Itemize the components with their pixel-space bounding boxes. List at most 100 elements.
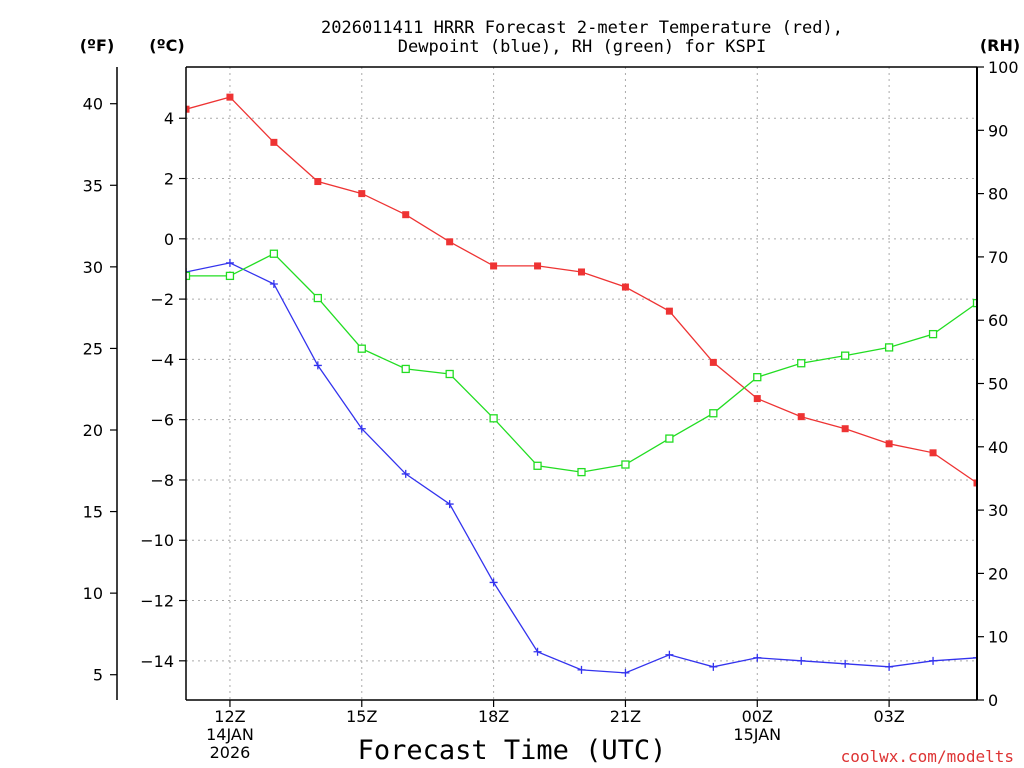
celsius-tick-label: −10 xyxy=(140,531,174,550)
fahrenheit-tick-label: 25 xyxy=(83,339,103,358)
fahrenheit-tick-label: 40 xyxy=(83,95,103,114)
x-tick-label: 15Z xyxy=(346,707,377,726)
series-temperature xyxy=(186,93,977,487)
temperature-point xyxy=(885,440,893,448)
dewpoint-point xyxy=(621,668,630,677)
temperature-point xyxy=(578,268,585,276)
x-tick-label: 00Z xyxy=(742,707,773,726)
rh-tick-label: 90 xyxy=(988,121,1008,140)
temperature-line xyxy=(186,96,977,484)
x-tick-label: 03Z xyxy=(873,707,904,726)
dewpoint-point xyxy=(885,662,894,671)
rh-point xyxy=(972,298,977,308)
celsius-unit-label: (ºC) xyxy=(149,36,184,55)
series-dewpoint xyxy=(186,258,977,677)
rh-point xyxy=(797,359,806,368)
rh-point xyxy=(665,434,674,443)
x-tick-label: 18Z xyxy=(478,707,509,726)
celsius-tick-label: 4 xyxy=(164,109,174,128)
dewpoint-point xyxy=(841,659,850,668)
rh-point xyxy=(269,249,279,258)
dewpoint-point xyxy=(357,424,366,433)
celsius-tick-label: 2 xyxy=(164,170,174,189)
x-tick-label: 21Z xyxy=(610,707,641,726)
rh-unit-label: (RH) xyxy=(980,36,1020,55)
fahrenheit-tick-label: 30 xyxy=(83,258,103,277)
rh-point xyxy=(621,460,630,469)
celsius-tick-label: −6 xyxy=(150,411,174,430)
rh-tick-label: 10 xyxy=(988,628,1008,647)
x-tick-label: 15JAN xyxy=(733,725,781,744)
celsius-tick-label: 0 xyxy=(164,230,174,249)
x-axis-label: Forecast Time (UTC) xyxy=(358,735,667,766)
dewpoint-point xyxy=(577,665,586,674)
rh-tick-label: 0 xyxy=(988,691,998,710)
rh-point xyxy=(401,364,410,374)
fahrenheit-tick-label: 15 xyxy=(83,503,103,522)
temperature-point xyxy=(314,178,322,186)
temperature-point xyxy=(841,425,849,433)
rh-line xyxy=(186,252,977,473)
rh-point xyxy=(186,271,191,281)
chart-title: 2026011411 HRRR Forecast 2-meter Tempera… xyxy=(321,18,843,38)
temperature-point xyxy=(490,262,498,270)
dewpoint-point xyxy=(665,650,674,659)
rh-tick-label: 70 xyxy=(988,248,1008,267)
rh-point xyxy=(533,461,542,470)
temperature-point xyxy=(665,307,673,315)
temperature-point xyxy=(358,190,366,198)
x-tick-label: 14JAN xyxy=(206,725,254,744)
gridlines xyxy=(186,67,977,700)
dewpoint-point xyxy=(797,656,806,665)
dewpoint-point xyxy=(489,578,498,587)
fahrenheit-tick-label: 10 xyxy=(83,584,103,603)
temperature-point xyxy=(446,238,454,246)
rh-point xyxy=(577,467,586,477)
fahrenheit-tick-label: 20 xyxy=(83,421,103,440)
axes xyxy=(110,66,984,707)
rh-tick-label: 60 xyxy=(988,311,1008,330)
temperature-point xyxy=(402,211,410,219)
fahrenheit-tick-label: 5 xyxy=(93,666,103,685)
dewpoint-point xyxy=(313,361,322,370)
temperature-point xyxy=(226,93,234,101)
fahrenheit-unit-label: (ºF) xyxy=(80,36,115,55)
dewpoint-point xyxy=(709,662,718,671)
dewpoint-point xyxy=(753,653,762,662)
celsius-tick-label: −8 xyxy=(150,471,174,490)
celsius-tick-label: −2 xyxy=(150,290,174,309)
rh-tick-label: 30 xyxy=(988,501,1008,520)
x-tick-label: 2026 xyxy=(210,743,251,762)
celsius-tick-label: −12 xyxy=(140,592,174,611)
dewpoint-point xyxy=(269,280,278,289)
rh-point xyxy=(709,409,718,418)
rh-tick-label: 80 xyxy=(988,185,1008,204)
dewpoint-point xyxy=(445,500,454,509)
rh-point xyxy=(753,373,762,382)
rh-point xyxy=(313,293,322,303)
chart-title: Dewpoint (blue), RH (green) for KSPI xyxy=(398,37,766,57)
temperature-point xyxy=(753,395,761,403)
rh-point xyxy=(489,414,498,423)
temperature-point xyxy=(797,413,805,421)
rh-tick-label: 20 xyxy=(988,564,1008,583)
chart-text: 403530252015105420−2−4−6−8−10−12−1410090… xyxy=(80,18,1020,766)
series-layer xyxy=(186,93,977,677)
rh-point xyxy=(928,329,938,339)
dewpoint-point xyxy=(401,469,410,478)
dewpoint-point xyxy=(929,656,938,665)
celsius-tick-label: −4 xyxy=(150,350,174,369)
rh-tick-label: 50 xyxy=(988,375,1008,394)
rh-point xyxy=(884,343,894,352)
temperature-point xyxy=(621,283,629,291)
fahrenheit-tick-label: 35 xyxy=(83,176,103,195)
temperature-point xyxy=(534,262,542,270)
temperature-point xyxy=(929,449,937,457)
rh-tick-label: 40 xyxy=(988,438,1008,457)
temperature-point xyxy=(186,105,190,113)
x-tick-label: 12Z xyxy=(214,707,245,726)
temperature-point xyxy=(709,358,717,366)
rh-point xyxy=(445,369,454,379)
dewpoint-point xyxy=(973,653,977,662)
